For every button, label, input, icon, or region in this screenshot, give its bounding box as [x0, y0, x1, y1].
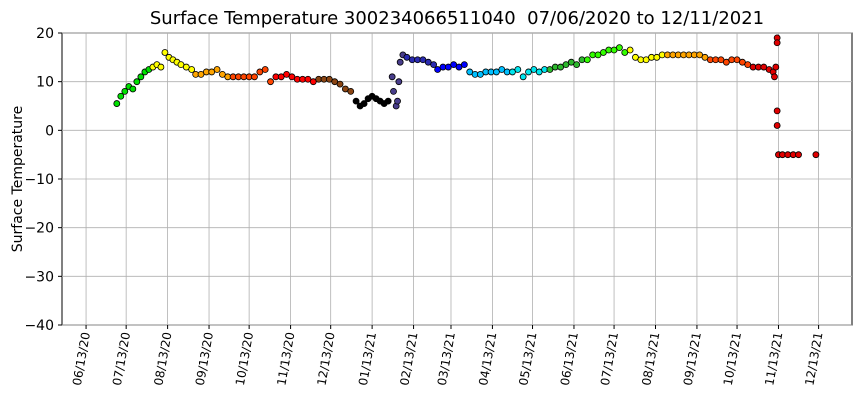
- point: [519, 73, 527, 81]
- point: [121, 88, 129, 95]
- point: [626, 46, 634, 54]
- point: [514, 66, 522, 73]
- point: [773, 39, 781, 47]
- x-tick-label: 09/13/21: [681, 331, 704, 387]
- point: [161, 49, 169, 56]
- point: [773, 107, 781, 115]
- point: [583, 56, 591, 64]
- point: [267, 78, 274, 86]
- x-tick-label: 02/13/21: [397, 331, 420, 387]
- point: [771, 73, 778, 81]
- point: [129, 85, 137, 93]
- point: [396, 58, 404, 66]
- x-tick-label: 12/13/21: [802, 331, 825, 387]
- x-tick-label: 11/13/20: [274, 331, 297, 387]
- point: [795, 151, 802, 159]
- x-tick-label: 12/13/20: [314, 331, 337, 387]
- point: [113, 100, 121, 107]
- x-tick-label: 10/13/20: [233, 331, 256, 387]
- y-axis-label: Surface Temperature: [10, 106, 26, 252]
- y-tick-label: 0: [45, 123, 54, 139]
- point: [360, 100, 368, 107]
- x-tick-label: 06/13/20: [70, 331, 93, 387]
- point: [188, 66, 196, 73]
- x-tick-label: 01/13/21: [356, 331, 379, 387]
- x-tick-label: 11/13/21: [762, 331, 785, 387]
- point: [336, 80, 344, 88]
- x-tick-label: 07/13/20: [110, 331, 133, 387]
- x-tick-label: 04/13/21: [476, 331, 499, 387]
- point: [395, 78, 403, 86]
- y-tick-label: −40: [24, 318, 54, 334]
- point: [812, 151, 820, 159]
- point: [773, 122, 781, 129]
- point: [430, 61, 438, 69]
- x-tick-label: 08/13/21: [639, 331, 662, 387]
- point: [261, 66, 269, 73]
- point: [137, 73, 145, 81]
- point: [460, 61, 468, 69]
- y-tick-label: −10: [24, 172, 54, 188]
- point: [352, 97, 360, 105]
- y-tick-label: −30: [24, 269, 54, 285]
- y-tick-label: 20: [36, 26, 54, 42]
- point: [573, 61, 581, 69]
- point: [394, 97, 401, 105]
- point: [133, 78, 141, 86]
- y-tick-label: −20: [24, 221, 54, 237]
- point: [347, 88, 355, 95]
- x-tick-label: 06/13/21: [558, 331, 581, 387]
- x-tick-label: 07/13/21: [598, 331, 621, 387]
- point: [251, 73, 258, 81]
- point: [388, 73, 396, 81]
- x-tick-label: 08/13/20: [151, 331, 174, 387]
- chart-title: Surface Temperature 300234066511040 07/0…: [150, 8, 764, 29]
- point: [390, 88, 397, 95]
- point: [772, 63, 780, 71]
- x-tick-label: 10/13/21: [721, 331, 744, 387]
- point: [117, 92, 125, 100]
- point: [384, 97, 392, 105]
- point: [616, 44, 623, 51]
- x-tick-label: 05/13/21: [516, 331, 539, 387]
- x-tick-label: 03/13/21: [435, 331, 458, 387]
- point: [213, 66, 221, 73]
- y-tick-label: 10: [36, 75, 54, 91]
- x-tick-label: 09/13/20: [193, 331, 216, 387]
- point: [157, 63, 165, 71]
